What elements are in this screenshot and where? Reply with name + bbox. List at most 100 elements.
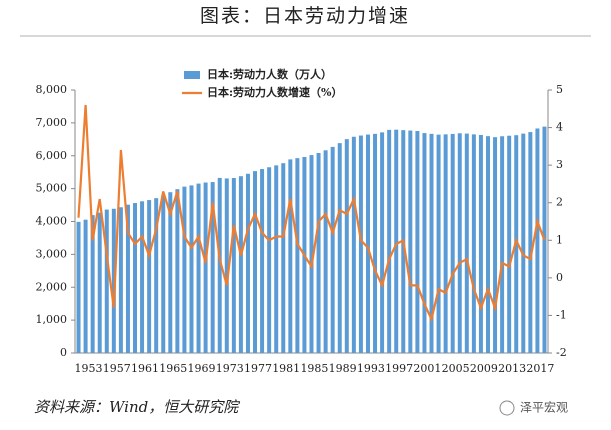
bar — [238, 176, 243, 353]
x-tick-label: 2013 — [498, 362, 526, 375]
legend-label: 日本:劳动力人数（万人） — [207, 67, 332, 81]
bar — [330, 146, 335, 353]
y-tick-label: 8,000 — [36, 83, 68, 96]
y2-tick-label: 2 — [556, 196, 563, 209]
bar — [295, 158, 300, 353]
bar — [415, 131, 420, 353]
x-tick-label: 2009 — [470, 362, 498, 375]
bar — [443, 134, 448, 353]
bar — [351, 136, 356, 353]
bar — [281, 163, 286, 353]
bar — [316, 152, 321, 353]
bar — [429, 133, 434, 353]
bar — [274, 165, 279, 353]
bar — [394, 129, 399, 353]
bar — [97, 212, 102, 353]
x-tick-label: 1953 — [75, 362, 103, 375]
x-tick-label: 2017 — [526, 362, 554, 375]
bar — [231, 178, 236, 353]
y-tick-label: 7,000 — [36, 116, 68, 129]
bar — [507, 135, 512, 353]
y2-tick-label: 1 — [556, 233, 563, 246]
bar — [344, 139, 349, 353]
y-tick-label: 0 — [60, 346, 67, 359]
y2-tick-label: -1 — [556, 308, 567, 321]
bar — [535, 128, 540, 353]
x-tick-label: 1993 — [357, 362, 385, 375]
x-tick-label: 2005 — [442, 362, 470, 375]
bar — [111, 208, 116, 353]
y2-tick-label: 5 — [556, 83, 563, 96]
x-tick-label: 1965 — [159, 362, 187, 375]
bar — [210, 182, 215, 353]
chart-title: 图表：日本劳动力增速 — [200, 5, 410, 27]
watermark: 泽平宏观 — [520, 400, 568, 415]
bar — [380, 132, 385, 353]
x-tick-label: 1961 — [131, 362, 159, 375]
bar — [118, 207, 123, 353]
y-tick-label: 3,000 — [36, 247, 68, 260]
y2-tick-label: 3 — [556, 158, 563, 171]
y-tick-label: 5,000 — [36, 182, 68, 195]
bar — [245, 173, 250, 353]
y2-tick-label: 0 — [556, 271, 563, 284]
bar — [288, 159, 293, 353]
bar — [168, 192, 173, 353]
x-tick-label: 1973 — [216, 362, 244, 375]
x-tick-label: 1957 — [103, 362, 131, 375]
bar — [358, 135, 363, 353]
y-tick-label: 6,000 — [36, 149, 68, 162]
bar — [133, 203, 138, 353]
bar — [408, 130, 413, 353]
bar — [147, 200, 152, 353]
x-tick-label: 1985 — [300, 362, 328, 375]
bar — [217, 177, 222, 353]
bar — [373, 133, 378, 353]
bar — [140, 201, 145, 353]
bar — [175, 189, 180, 353]
bar — [203, 182, 208, 353]
bar — [104, 209, 109, 353]
bar — [83, 219, 88, 353]
y2-tick-label: -2 — [556, 346, 567, 359]
bar — [224, 178, 229, 353]
bar — [337, 143, 342, 353]
line — [77, 104, 546, 323]
y-tick-label: 4,000 — [36, 215, 68, 228]
x-tick-label: 1997 — [385, 362, 413, 375]
source-note: 资料来源：Wind，恒大研究院 — [34, 398, 240, 416]
bar — [436, 134, 441, 353]
bar — [323, 150, 328, 353]
bar — [450, 133, 455, 353]
x-tick-label: 1989 — [329, 362, 357, 375]
x-tick-label: 1981 — [272, 362, 300, 375]
x-tick-label: 1969 — [187, 362, 215, 375]
y-tick-label: 2,000 — [36, 280, 68, 293]
bar — [267, 167, 272, 353]
bar — [161, 195, 166, 353]
x-tick-label: 2001 — [413, 362, 441, 375]
bar — [76, 221, 81, 353]
bar — [493, 137, 498, 353]
bar — [521, 133, 526, 353]
bar — [528, 132, 533, 353]
bar — [478, 134, 483, 353]
bar — [154, 198, 159, 353]
bar — [309, 155, 314, 353]
bar — [125, 204, 130, 353]
bar — [260, 169, 265, 353]
legend-label: 日本:劳动力人数增速（%） — [207, 85, 343, 99]
bar — [189, 185, 194, 353]
bar — [500, 136, 505, 353]
bar — [365, 134, 370, 353]
bar — [464, 133, 469, 353]
watermark-icon — [499, 400, 515, 416]
bar — [471, 134, 476, 353]
bar — [182, 186, 187, 353]
y2-tick-label: 4 — [556, 121, 563, 134]
y-tick-label: 1,000 — [36, 313, 68, 326]
bar — [253, 171, 258, 353]
bar — [485, 136, 490, 353]
bar — [196, 183, 201, 353]
